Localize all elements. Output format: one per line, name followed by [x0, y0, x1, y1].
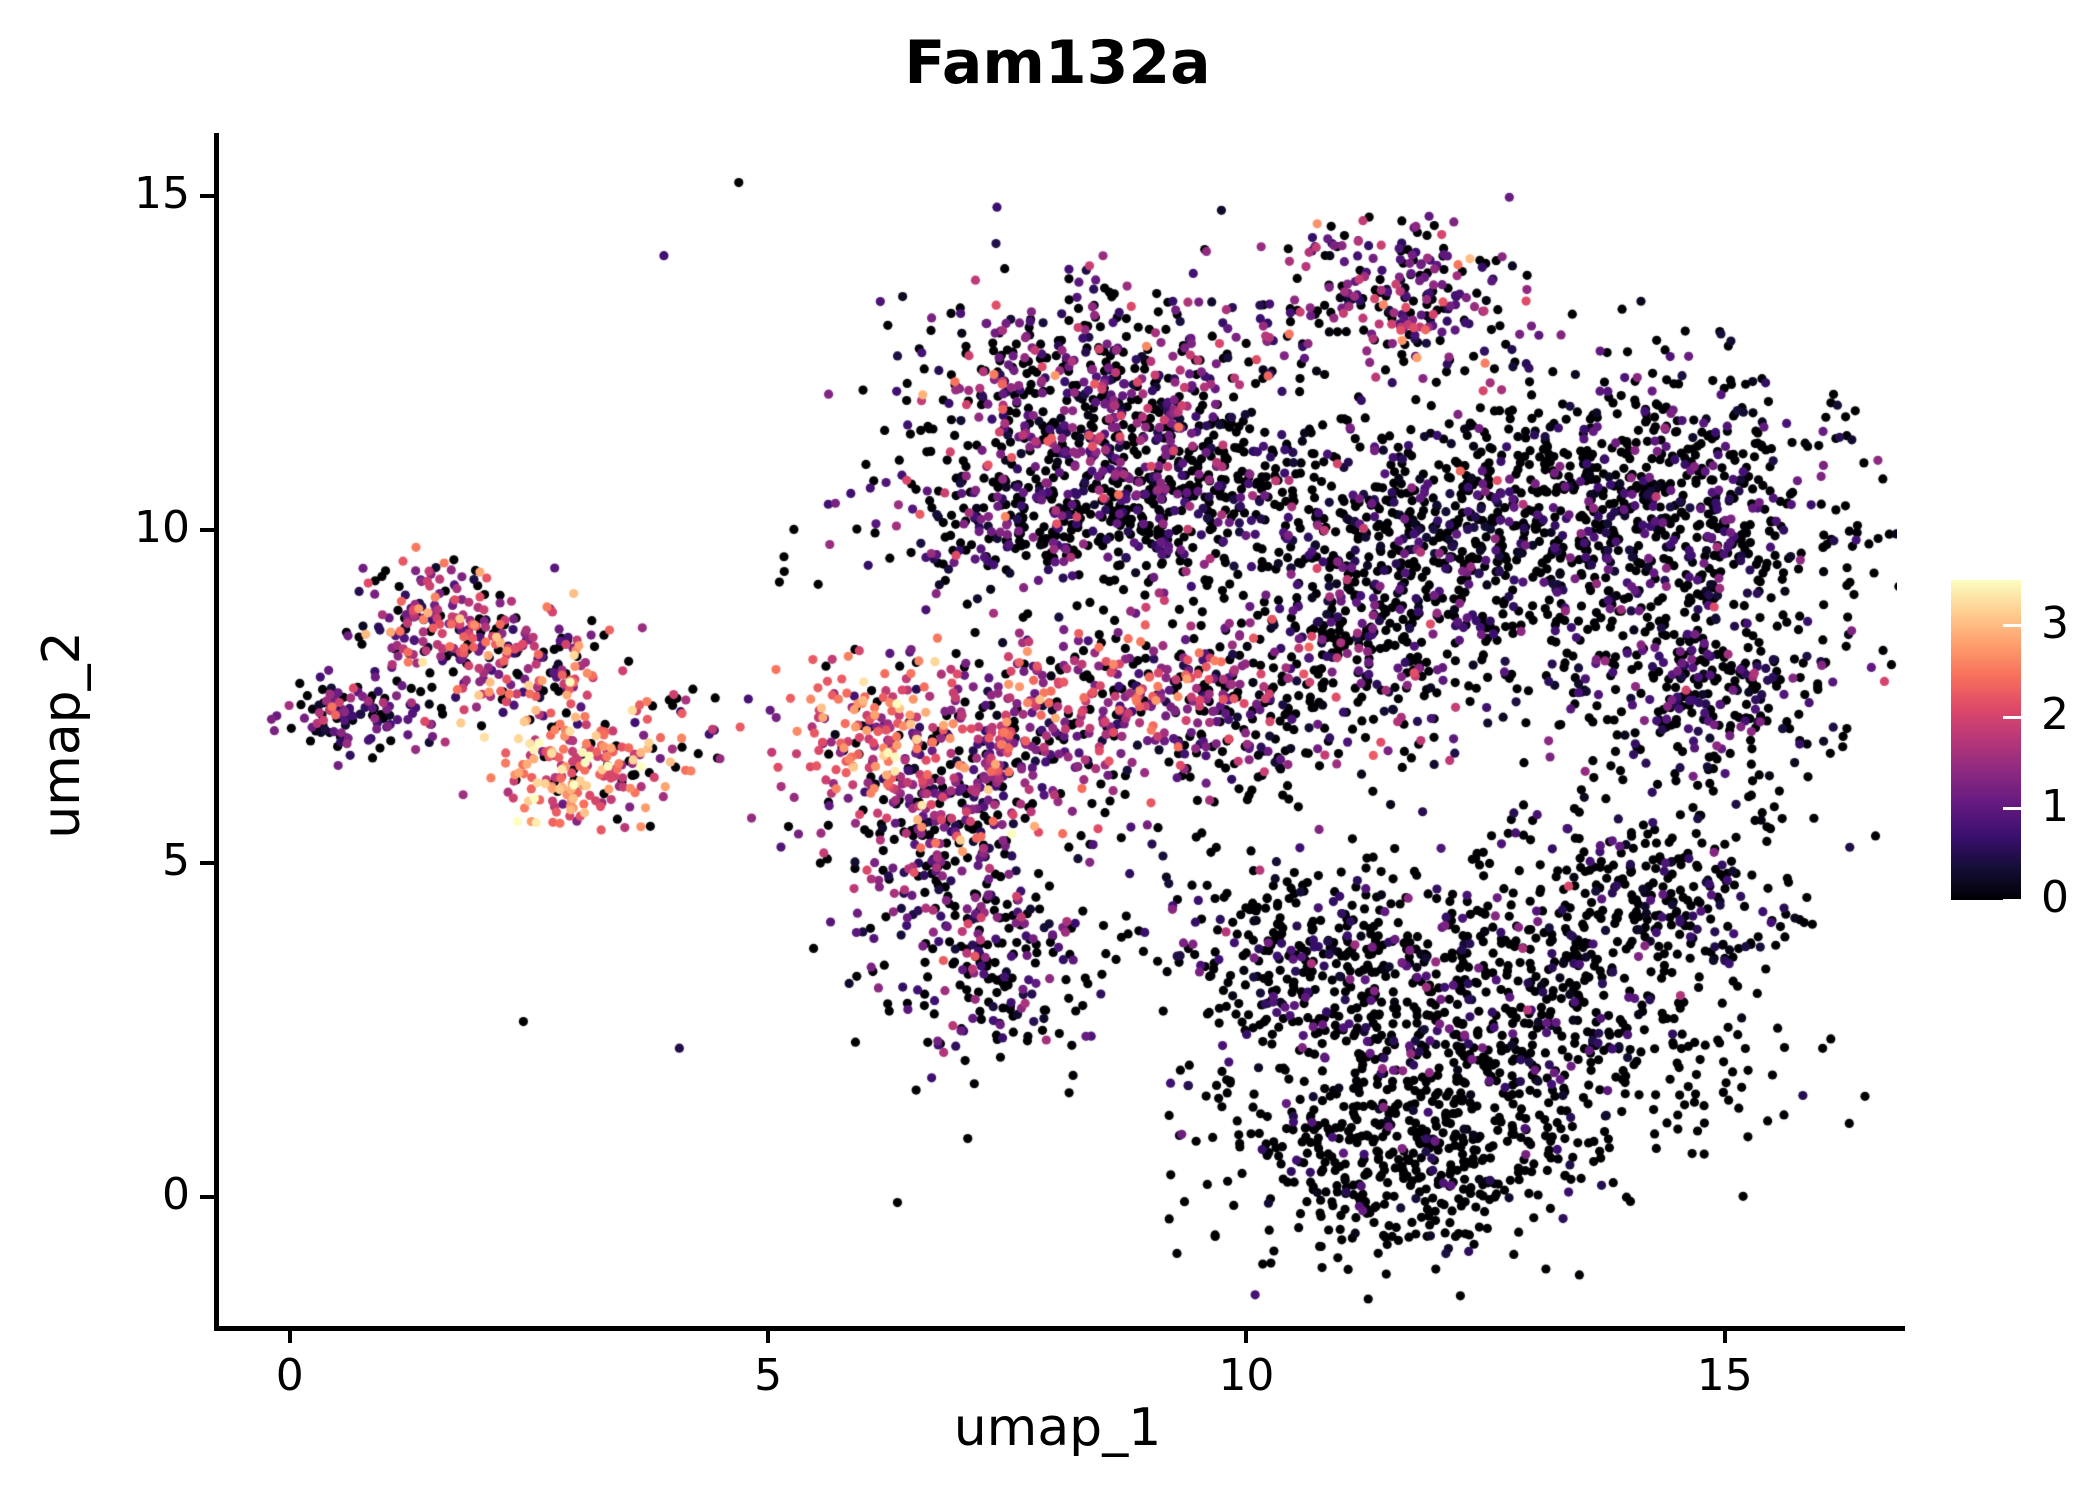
x-axis-tick-label: 10	[1218, 1350, 1275, 1401]
y-axis-tick-mark	[200, 861, 214, 866]
colorbar-tick-mark	[2003, 807, 2021, 811]
y-axis-tick-label: 15	[134, 168, 190, 220]
y-axis-line	[214, 133, 219, 1331]
colorbar-tick-mark	[2003, 715, 2021, 719]
colorbar-gradient	[1951, 580, 2021, 900]
colorbar-tick-label: 3	[2041, 597, 2069, 649]
x-axis-label: umap_1	[953, 1398, 1162, 1458]
x-axis-tick-label: 15	[1696, 1350, 1753, 1401]
x-axis-line	[214, 1326, 1905, 1331]
y-axis-tick-label: 0	[162, 1169, 190, 1221]
x-axis-tick-mark	[287, 1329, 292, 1343]
x-axis-tick-mark	[1244, 1329, 1249, 1343]
plot-title: Fam132a	[904, 28, 1211, 98]
y-axis-tick-mark	[200, 527, 214, 532]
x-axis-tick-mark	[766, 1329, 771, 1343]
y-axis-tick-label: 10	[134, 501, 190, 553]
y-axis-tick-mark	[200, 1195, 214, 1200]
y-axis-tick-mark	[200, 194, 214, 199]
colorbar-tick-label: 2	[2041, 689, 2069, 741]
x-axis-tick-label: 0	[275, 1350, 304, 1401]
y-axis-tick-label: 5	[162, 835, 190, 887]
colorbar-tick-label: 0	[2041, 872, 2069, 923]
colorbar-tick-mark	[2003, 624, 2021, 628]
x-axis-tick-label: 5	[754, 1350, 783, 1401]
umap-scatter-canvas	[218, 136, 1897, 1326]
colorbar-tick-label: 1	[2041, 780, 2069, 832]
colorbar-tick-mark	[2003, 898, 2021, 902]
x-axis-tick-mark	[1722, 1329, 1727, 1343]
